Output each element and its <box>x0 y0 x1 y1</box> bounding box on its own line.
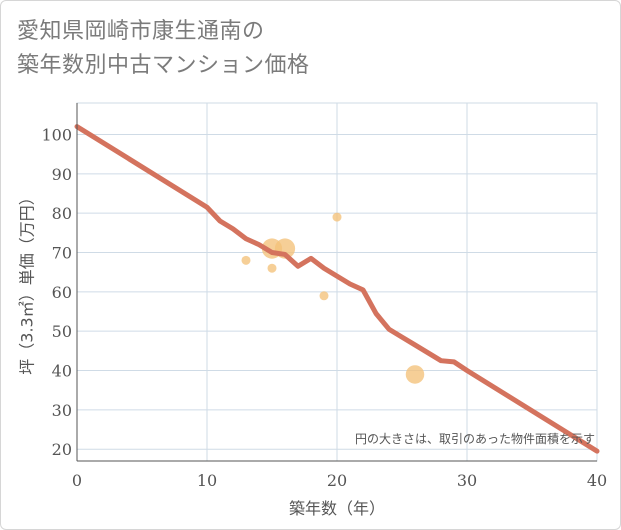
y-tick-label: 60 <box>52 283 72 302</box>
chart-title: 愛知県岡崎市康生通南の 築年数別中古マンション価格 <box>17 15 310 83</box>
chart-title-line2: 築年数別中古マンション価格 <box>17 53 310 78</box>
x-axis-label: 築年数（年） <box>289 499 385 518</box>
data-point <box>319 291 329 301</box>
x-tick-label: 30 <box>457 471 477 490</box>
data-point <box>405 365 425 384</box>
tick-labels: 0 10 20 30 40 20 30 40 50 60 70 80 90 100 <box>41 125 607 490</box>
y-tick-label: 30 <box>52 401 72 420</box>
x-tick-label: 20 <box>327 471 347 490</box>
y-tick-label: 50 <box>52 322 72 341</box>
x-tick-label: 10 <box>197 471 217 490</box>
data-point <box>241 255 251 265</box>
trend-line-layer <box>74 124 600 454</box>
y-tick-label: 100 <box>41 125 72 144</box>
trend-line <box>74 124 600 454</box>
grid-lines <box>76 102 598 462</box>
data-point <box>332 212 342 222</box>
y-tick-label: 20 <box>52 440 72 459</box>
data-point <box>267 263 277 273</box>
bubble-layer <box>241 212 425 384</box>
y-tick-label: 40 <box>52 362 72 381</box>
y-tick-label: 70 <box>52 243 72 262</box>
y-axis-label: 坪（3.3㎡）単価（万円） <box>18 189 37 374</box>
x-tick-label: 0 <box>72 471 82 490</box>
y-tick-label: 90 <box>52 165 72 184</box>
y-tick-label: 80 <box>52 204 72 223</box>
axes <box>76 103 597 462</box>
x-tick-label: 40 <box>587 471 607 490</box>
size-note: 円の大きさは、取引のあった物件面積を示す <box>355 431 595 446</box>
chart-title-line1: 愛知県岡崎市康生通南の <box>17 19 265 44</box>
